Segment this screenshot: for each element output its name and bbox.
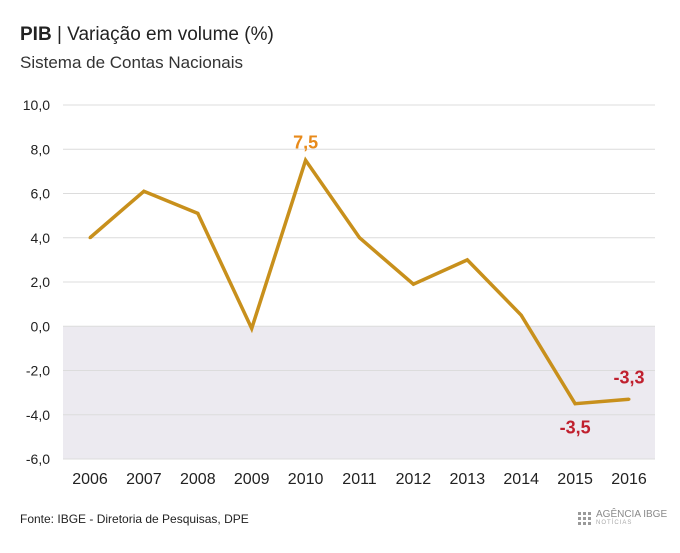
x-tick-label: 2014: [503, 471, 539, 488]
x-tick-label: 2013: [450, 471, 486, 488]
y-tick-label: 4,0: [31, 230, 51, 246]
data-point: [304, 159, 307, 162]
y-tick-label: 8,0: [31, 141, 51, 157]
line-chart: 10,0 8,0 6,0 4,0 2,0 0,0 -2,0 -4,0 -6,0 2006 2007 2…: [0, 0, 680, 500]
x-tick-label: 2007: [126, 471, 162, 488]
logo-sub-text: NOTÍCIAS: [596, 519, 667, 528]
x-tick-label: 2012: [396, 471, 432, 488]
data-point: [358, 236, 361, 239]
data-point: [628, 398, 631, 401]
x-tick-label: 2008: [180, 471, 216, 488]
y-tick-label: -2,0: [26, 363, 50, 379]
x-tick-label: 2010: [288, 471, 324, 488]
x-tick-label: 2009: [234, 471, 270, 488]
y-tick-label: -4,0: [26, 407, 50, 423]
data-point: [250, 327, 253, 330]
y-tick-label: 6,0: [31, 186, 51, 202]
agencia-ibge-logo: AGÊNCIA IBGE NOTÍCIAS: [578, 510, 667, 528]
source-note: Fonte: IBGE - Diretoria de Pesquisas, DP…: [20, 512, 249, 526]
x-tick-label: 2006: [72, 471, 108, 488]
y-tick-label: 2,0: [31, 274, 51, 290]
data-point: [89, 236, 92, 239]
data-label: -3,5: [560, 418, 591, 438]
x-tick-label: 2011: [342, 471, 377, 488]
y-tick-label: 10,0: [23, 97, 50, 113]
y-tick-label: -6,0: [26, 451, 50, 467]
data-label: -3,3: [613, 367, 644, 387]
data-point: [466, 258, 469, 261]
x-tick-label: 2016: [611, 471, 647, 488]
data-point: [412, 283, 415, 286]
ibge-logo-icon: [578, 512, 592, 526]
y-tick-label: 0,0: [31, 318, 51, 334]
data-point: [520, 314, 523, 317]
data-point: [574, 402, 577, 405]
logo-main-text: AGÊNCIA IBGE: [596, 510, 667, 519]
negative-area-band: [63, 326, 655, 459]
data-point: [196, 212, 199, 215]
data-point: [142, 190, 145, 193]
x-tick-label: 2015: [557, 471, 593, 488]
data-label: 7,5: [293, 132, 318, 152]
